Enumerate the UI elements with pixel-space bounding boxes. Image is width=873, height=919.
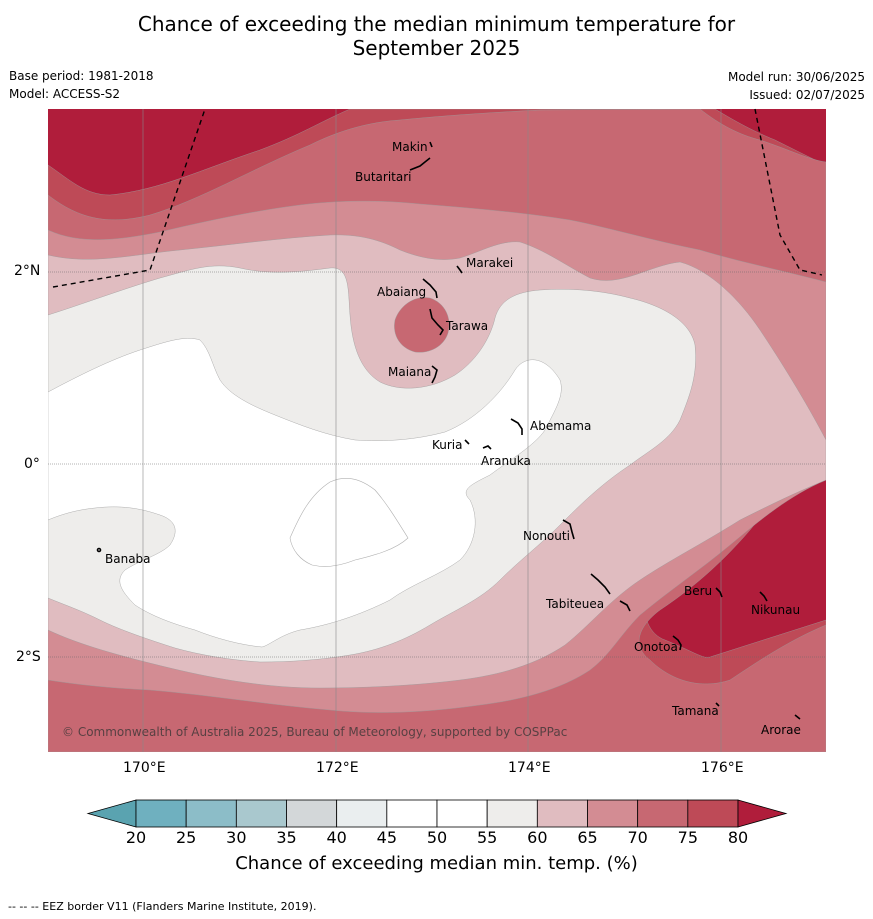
gridlines	[48, 271, 826, 658]
label-aranuka: Aranuka	[481, 454, 531, 468]
label-tabiteuea: Tabiteuea	[545, 597, 604, 611]
colorbar-tick-label: 60	[527, 828, 548, 847]
label-abemama: Abemama	[530, 419, 591, 433]
colorbar	[86, 799, 788, 828]
colorbar-label: Chance of exceeding median min. temp. (%…	[235, 853, 638, 874]
colorbar-tick-label: 70	[627, 828, 648, 847]
label-makin: Makin	[392, 140, 428, 154]
label-tamana: Tamana	[671, 704, 719, 718]
islands	[96, 141, 801, 720]
probability-contours	[48, 109, 826, 752]
colorbar-tick-label: 30	[226, 828, 247, 847]
lon-label-174e: 174°E	[508, 760, 551, 776]
label-nonouti: Nonouti	[523, 529, 570, 543]
colorbar-tick-label: 20	[125, 828, 147, 847]
lat-label-2s: 2°S	[16, 649, 41, 665]
colorbar-bin	[235, 799, 287, 828]
issued-date: Issued: 02/07/2025	[749, 88, 865, 102]
colorbar-bin	[587, 799, 639, 828]
colorbar-bin	[286, 799, 338, 828]
title-line-1: Chance of exceeding the median minimum t…	[137, 12, 736, 36]
label-nikunau: Nikunau	[751, 603, 800, 617]
lon-label-170e: 170°E	[123, 760, 166, 776]
colorbar-bin	[386, 799, 438, 828]
colorbar-bin	[687, 799, 739, 828]
base-period: Base period: 1981-2018	[9, 69, 154, 83]
eez-border	[52, 108, 823, 288]
label-tarawa: Tarawa	[445, 319, 488, 333]
label-maiana: Maiana	[388, 365, 431, 379]
lon-label-176e: 176°E	[701, 760, 744, 776]
colorbar-tick-label: 25	[175, 828, 197, 847]
title-line-2: September 2025	[352, 36, 521, 60]
label-kuria: Kuria	[432, 438, 463, 452]
colorbar-extend-low	[86, 799, 137, 828]
colorbar-tick-label: 80	[727, 828, 749, 847]
colorbar-bin	[436, 799, 488, 828]
label-butaritari: Butaritari	[355, 170, 412, 184]
copyright-notice: © Commonwealth of Australia 2025, Bureau…	[62, 725, 567, 739]
label-beru: Beru	[684, 584, 712, 598]
colorbar-bin	[135, 799, 187, 828]
colorbar-tick-label: 65	[577, 828, 598, 847]
colorbar-bin	[486, 799, 538, 828]
colorbar-tick-label: 50	[426, 828, 448, 847]
lat-label-2n: 2°N	[14, 263, 41, 279]
colorbar-bin	[336, 799, 388, 828]
label-onotoa: Onotoa	[634, 640, 678, 654]
place-labels: Makin Butaritari Marakei Abaiang Tarawa …	[105, 140, 801, 737]
colorbar-extend-high	[737, 799, 788, 828]
meridians	[142, 109, 722, 752]
colorbar-bin	[185, 799, 237, 828]
model-run: Model run: 30/06/2025	[727, 70, 865, 84]
colorbar-tick-label: 75	[677, 828, 699, 847]
label-banaba: Banaba	[105, 552, 151, 566]
map-title: Chance of exceeding the median minimum t…	[0, 12, 873, 60]
colorbar-bin	[536, 799, 588, 828]
colorbar-bin	[637, 799, 689, 828]
label-arorae: Arorae	[761, 723, 801, 737]
colorbar-tick-label: 55	[476, 828, 498, 847]
lon-label-172e: 172°E	[316, 760, 359, 776]
eez-footnote: -- -- -- EEZ border V11 (Flanders Marine…	[8, 900, 317, 913]
colorbar-tick-label: 35	[276, 828, 297, 847]
model-name: Model: ACCESS-S2	[9, 87, 121, 101]
colorbar-tick-label: 40	[326, 828, 347, 847]
lat-label-0: 0°	[24, 456, 40, 472]
label-abaiang: Abaiang	[377, 285, 426, 299]
colorbar-tick-label: 45	[376, 828, 398, 847]
label-marakei: Marakei	[466, 256, 513, 270]
